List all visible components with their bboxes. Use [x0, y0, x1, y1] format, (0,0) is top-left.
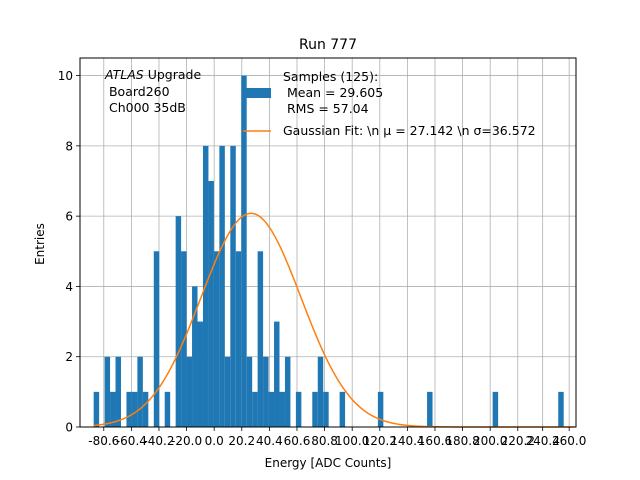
y-axis-label: Entries — [33, 223, 47, 265]
upgrade-label: Upgrade — [144, 67, 202, 82]
y-tick-label: 2 — [65, 350, 73, 364]
histogram-bar — [339, 391, 346, 427]
annotation-line-1: ATLAS Upgrade — [104, 67, 201, 82]
y-axis-ticks: 0 2 4 6 8 10 — [58, 69, 80, 435]
x-tick-label: 20.2 — [228, 434, 255, 448]
histogram-bar — [131, 391, 138, 427]
histogram-bar — [230, 145, 236, 427]
atlas-label: ATLAS — [104, 67, 144, 82]
x-tick-label: 180.8 — [445, 434, 479, 448]
x-tick-label: 60.6 — [284, 434, 311, 448]
legend-hist-label-1: Samples (125): — [283, 69, 378, 84]
histogram-bar — [213, 251, 220, 427]
x-tick-label: -60.4 — [116, 434, 147, 448]
x-tick-label: -80.6 — [88, 434, 119, 448]
x-tick-label: 200.0 — [473, 434, 507, 448]
histogram-bar — [317, 356, 324, 427]
x-tick-label: 80.8 — [311, 434, 338, 448]
histogram-bar — [115, 356, 121, 427]
x-tick-label: 120.2 — [363, 434, 397, 448]
x-tick-label: 160.6 — [418, 434, 452, 448]
histogram-bar — [224, 356, 231, 427]
x-tick-label: 260.0 — [552, 434, 586, 448]
histogram-bar — [241, 75, 247, 428]
histogram-bar — [219, 145, 225, 427]
histogram-bar — [137, 356, 143, 427]
x-tick-label: -20.0 — [171, 434, 202, 448]
x-tick-label: 240.4 — [525, 434, 559, 448]
histogram-bar — [126, 391, 132, 427]
chart-title: Run 777 — [299, 37, 357, 53]
histogram-bar — [295, 391, 302, 427]
histogram-bar — [312, 391, 318, 427]
histogram-bar — [257, 251, 264, 427]
x-tick-label: 100.0 — [335, 434, 369, 448]
histogram-bar — [110, 391, 116, 427]
x-tick-label: 140.4 — [390, 434, 424, 448]
x-tick-label: 220.2 — [501, 434, 535, 448]
x-tick-label: -40.2 — [143, 434, 174, 448]
y-tick-label: 4 — [65, 280, 73, 294]
histogram-bar — [274, 321, 280, 427]
histogram-bar — [492, 391, 499, 427]
x-tick-label: 40.4 — [256, 434, 283, 448]
histogram-bars — [93, 75, 564, 428]
histogram-bar — [142, 391, 149, 427]
legend-fit-label: Gaussian Fit: \n μ = 27.142 \n σ=36.572 — [283, 123, 536, 138]
histogram-bar — [175, 216, 182, 427]
axes-frame — [79, 57, 577, 428]
legend: Samples (125): Mean = 29.605 RMS = 57.04… — [243, 69, 536, 138]
histogram-bar — [558, 391, 564, 427]
histogram-bar — [104, 356, 111, 427]
histogram-bar — [192, 286, 198, 427]
histogram-bar — [284, 356, 291, 427]
histogram-bar — [263, 356, 269, 427]
histogram-bar — [164, 391, 171, 427]
annotation-block: ATLAS Upgrade Board260 Ch000 35dB — [104, 67, 201, 115]
histogram-bar — [93, 391, 100, 427]
y-tick-label: 6 — [65, 210, 73, 224]
histogram-bar — [235, 251, 242, 427]
histogram-bar — [252, 391, 258, 427]
y-tick-label: 8 — [65, 139, 73, 153]
histogram-bar — [208, 181, 214, 427]
annotation-line-3: Ch000 35dB — [105, 100, 186, 115]
y-tick-label: 0 — [65, 421, 73, 435]
histogram-bar — [186, 356, 193, 427]
legend-hist-label-2: Mean = 29.605 — [283, 85, 383, 100]
x-axis-label: Energy [ADC Counts] — [265, 456, 392, 470]
histogram-bar — [246, 356, 253, 427]
histogram-bar — [427, 391, 433, 427]
histogram-bar — [197, 321, 203, 427]
histogram-bar — [153, 251, 160, 427]
histogram-bar — [268, 391, 275, 427]
annotation-line-2: Board260 — [105, 84, 170, 99]
histogram-bar — [279, 391, 285, 427]
x-tick-label: 0.0 — [205, 434, 224, 448]
x-axis-ticks: -80.6-60.4-40.2-20.0 0.0 20.2 40.4 60.6 80.81… — [88, 427, 586, 448]
histogram-bar — [377, 391, 384, 427]
legend-hist-swatch — [243, 88, 271, 98]
y-tick-label: 10 — [58, 69, 73, 83]
legend-hist-label-3: RMS = 57.04 — [283, 101, 369, 116]
histogram-bar — [323, 391, 329, 427]
